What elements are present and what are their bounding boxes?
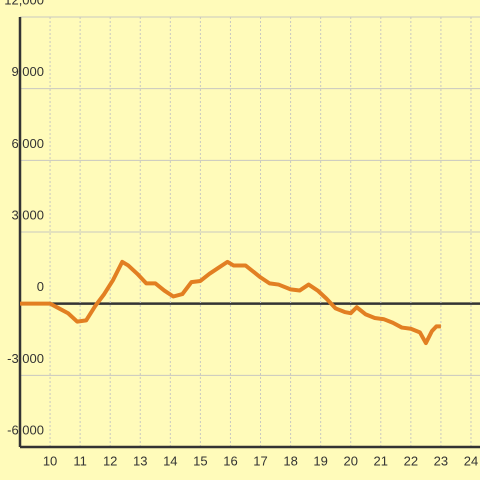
x-tick-label: 13 — [133, 453, 147, 468]
x-tick-label: 15 — [193, 453, 207, 468]
x-tick-label: 21 — [374, 453, 388, 468]
x-tick-label: 12 — [103, 453, 117, 468]
y-tick-label: -6,000 — [7, 422, 44, 437]
y-tick-label: 6,000 — [11, 136, 44, 151]
x-tick-label: 10 — [43, 453, 57, 468]
x-tick-label: 24 — [464, 453, 478, 468]
x-tick-label: 20 — [343, 453, 357, 468]
x-tick-label: 22 — [404, 453, 418, 468]
y-tick-label: 9,000 — [11, 64, 44, 79]
x-tick-label: 23 — [434, 453, 448, 468]
x-tick-label: 11 — [73, 453, 87, 468]
x-tick-label: 19 — [313, 453, 327, 468]
y-tick-label: 3,000 — [11, 207, 44, 222]
y-tick-label: -3,000 — [7, 351, 44, 366]
x-tick-label: 17 — [253, 453, 267, 468]
x-tick-label: 14 — [163, 453, 177, 468]
line — [20, 259, 441, 346]
x-tick-label: 16 — [223, 453, 237, 468]
x-tick-label: 18 — [283, 453, 297, 468]
y-tick-label: 0 — [37, 279, 44, 294]
y-tick-label: 12,000 — [4, 0, 44, 7]
